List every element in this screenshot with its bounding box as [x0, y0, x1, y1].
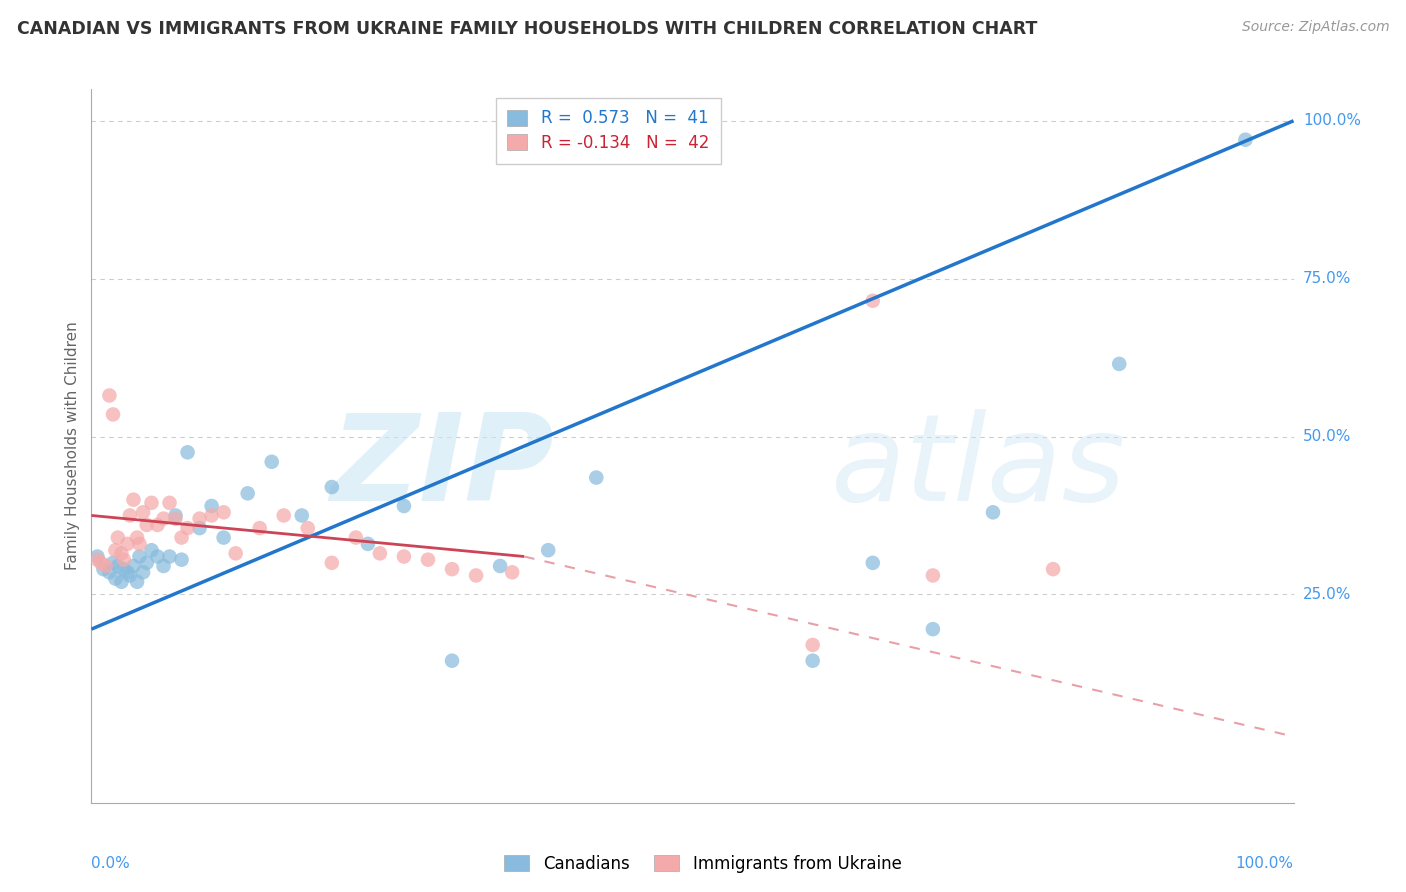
Point: [93, 562, 115, 576]
Point: [159, 496, 181, 510]
Point: [122, 492, 145, 507]
Text: 100.0%: 100.0%: [1236, 856, 1294, 871]
Point: [212, 531, 235, 545]
Point: [1108, 357, 1130, 371]
Point: [125, 531, 148, 545]
Point: [170, 531, 193, 545]
Point: [236, 486, 259, 500]
Text: atlas: atlas: [831, 409, 1126, 526]
Point: [101, 408, 124, 422]
Text: CANADIAN VS IMMIGRANTS FROM UKRAINE FAMILY HOUSEHOLDS WITH CHILDREN CORRELATION : CANADIAN VS IMMIGRANTS FROM UKRAINE FAMI…: [17, 20, 1038, 37]
Legend: R =  0.573   N =  41, R = -0.134   N =  42: R = 0.573 N = 41, R = -0.134 N = 42: [496, 97, 721, 163]
Point: [465, 568, 488, 582]
Text: 50.0%: 50.0%: [1303, 429, 1351, 444]
Point: [152, 511, 174, 525]
Point: [862, 556, 884, 570]
Text: Source: ZipAtlas.com: Source: ZipAtlas.com: [1241, 20, 1389, 34]
Point: [104, 543, 127, 558]
Point: [159, 549, 181, 564]
Point: [101, 556, 124, 570]
Point: [132, 566, 155, 580]
Point: [188, 521, 211, 535]
Point: [170, 552, 193, 566]
Point: [86, 552, 108, 566]
Point: [146, 549, 169, 564]
Point: [141, 496, 163, 510]
Point: [249, 521, 271, 535]
Point: [128, 537, 150, 551]
Y-axis label: Family Households with Children: Family Households with Children: [65, 322, 80, 570]
Point: [146, 517, 169, 532]
Point: [392, 499, 415, 513]
Point: [112, 562, 135, 576]
Point: [273, 508, 295, 523]
Point: [98, 566, 121, 580]
Point: [201, 499, 224, 513]
Point: [135, 517, 157, 532]
Point: [440, 562, 463, 576]
Text: 25.0%: 25.0%: [1303, 587, 1351, 602]
Legend: Canadians, Immigrants from Ukraine: Canadians, Immigrants from Ukraine: [498, 848, 908, 880]
Point: [125, 574, 148, 589]
Point: [110, 546, 132, 560]
Point: [922, 568, 945, 582]
Point: [501, 566, 523, 580]
Point: [117, 537, 139, 551]
Point: [128, 549, 150, 564]
Point: [260, 455, 283, 469]
Point: [132, 505, 155, 519]
Point: [112, 552, 135, 566]
Text: 0.0%: 0.0%: [91, 856, 131, 871]
Point: [212, 505, 235, 519]
Point: [176, 521, 198, 535]
Point: [321, 480, 343, 494]
Point: [585, 470, 607, 484]
Point: [86, 549, 108, 564]
Point: [152, 559, 174, 574]
Point: [201, 508, 224, 523]
Point: [368, 546, 391, 560]
Text: 75.0%: 75.0%: [1303, 271, 1351, 286]
Point: [357, 537, 380, 551]
Point: [440, 654, 463, 668]
Text: 100.0%: 100.0%: [1303, 113, 1361, 128]
Point: [110, 574, 132, 589]
Point: [981, 505, 1004, 519]
Point: [344, 531, 367, 545]
Point: [90, 556, 112, 570]
Point: [117, 566, 139, 580]
Point: [801, 638, 824, 652]
Point: [862, 293, 884, 308]
Point: [135, 556, 157, 570]
Point: [416, 552, 439, 566]
Point: [922, 622, 945, 636]
Point: [291, 508, 314, 523]
Point: [118, 508, 141, 523]
Point: [94, 559, 117, 574]
Point: [165, 511, 187, 525]
Point: [122, 559, 145, 574]
Point: [107, 531, 129, 545]
Point: [1234, 133, 1257, 147]
Point: [225, 546, 247, 560]
Point: [537, 543, 560, 558]
Point: [321, 556, 343, 570]
Text: ZIP: ZIP: [330, 409, 554, 526]
Point: [141, 543, 163, 558]
Point: [107, 559, 129, 574]
Point: [98, 388, 121, 402]
Point: [104, 572, 127, 586]
Point: [165, 508, 187, 523]
Point: [489, 559, 512, 574]
Point: [392, 549, 415, 564]
Point: [297, 521, 319, 535]
Point: [801, 654, 824, 668]
Point: [188, 511, 211, 525]
Point: [118, 568, 141, 582]
Point: [176, 445, 198, 459]
Point: [1042, 562, 1064, 576]
